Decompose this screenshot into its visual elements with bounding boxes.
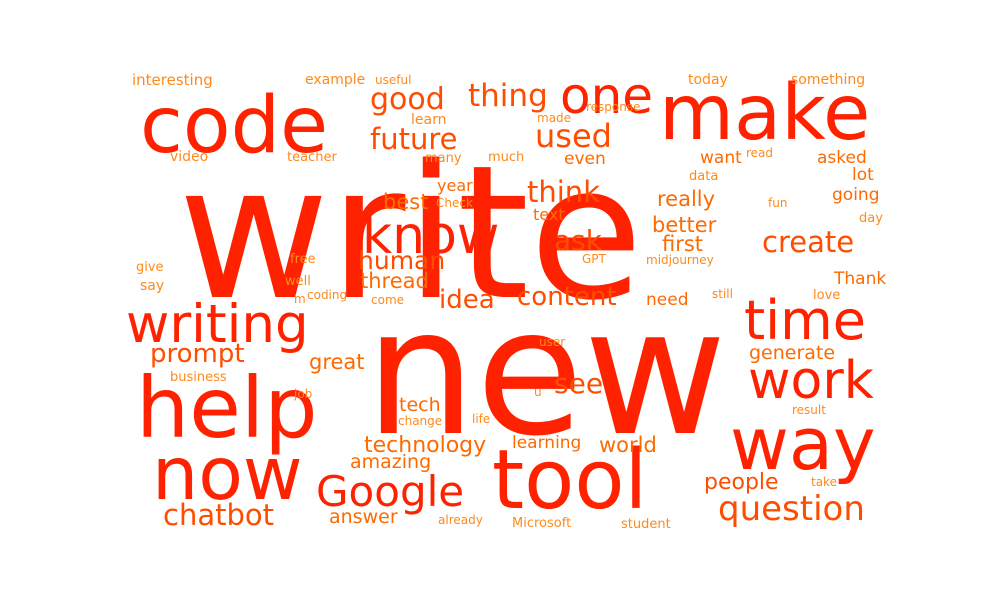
word-world: world: [599, 433, 657, 457]
word-response: response: [586, 100, 641, 114]
word-today: today: [688, 72, 728, 88]
word-answer: answer: [329, 506, 398, 528]
word-prompt: prompt: [150, 339, 245, 369]
word-google: Google: [316, 467, 464, 516]
word-lot: lot: [852, 165, 874, 185]
word-think: think: [527, 175, 600, 209]
word-writing: writing: [126, 294, 309, 355]
word-question: question: [718, 489, 865, 529]
word-tech: tech: [399, 394, 441, 416]
word-something: something: [791, 72, 865, 88]
word-now: now: [152, 432, 303, 517]
word-interesting: interesting: [132, 71, 213, 89]
word-gpt: GPT: [582, 252, 607, 266]
word-teacher: teacher: [287, 150, 337, 165]
word-work: work: [748, 351, 874, 411]
word-used: used: [535, 117, 612, 155]
word-user: user: [539, 335, 565, 349]
word-help: help: [136, 359, 318, 457]
word-fun: fun: [768, 196, 787, 210]
word-better: better: [652, 213, 717, 237]
word-read: read: [746, 146, 773, 160]
word-much: much: [488, 150, 524, 165]
word-coding: coding: [307, 288, 347, 302]
word-love: love: [813, 288, 840, 303]
word-learning: learning: [512, 433, 581, 453]
word-many: many: [425, 151, 462, 166]
word-write: write: [178, 125, 643, 341]
word-future: future: [370, 122, 457, 156]
word-day: day: [859, 211, 883, 226]
word-ask: ask: [554, 224, 603, 257]
word-know: know: [362, 206, 499, 266]
word-way: way: [730, 402, 876, 486]
word-thing: thing: [468, 78, 548, 114]
word-come: come: [371, 293, 404, 307]
word-already: already: [438, 513, 483, 527]
word-time: time: [744, 289, 866, 352]
word-job: job: [293, 387, 312, 401]
word-well: well: [285, 274, 311, 289]
word-give: give: [136, 260, 164, 275]
word-thread: thread: [360, 269, 429, 293]
word-idea: idea: [439, 285, 495, 315]
word-really: really: [657, 187, 715, 211]
word-year: year: [437, 176, 473, 195]
word-text: text: [533, 205, 565, 224]
word-example: example: [305, 72, 365, 88]
word-change: change: [398, 414, 442, 428]
word-business: business: [170, 370, 227, 385]
word-people: people: [704, 470, 779, 495]
word-generate: generate: [749, 342, 835, 364]
word-still: still: [712, 287, 733, 301]
word-learn: learn: [411, 112, 446, 128]
word-useful: useful: [375, 73, 411, 87]
word-make: make: [659, 69, 870, 158]
word-human: human: [358, 246, 445, 275]
word-one: one: [560, 67, 653, 125]
word-new: new: [365, 272, 727, 475]
word-take: take: [811, 475, 837, 489]
word-need: need: [646, 290, 688, 310]
word-video: video: [170, 149, 208, 165]
word-see: see: [554, 367, 603, 400]
word-great: great: [309, 350, 365, 374]
word-best: best: [383, 190, 428, 214]
word-even: even: [564, 149, 606, 169]
word-going: going: [832, 185, 879, 205]
word-asked: asked: [817, 148, 867, 168]
word-student: student: [621, 517, 671, 532]
word-tool: tool: [492, 433, 647, 528]
word-midjourney: midjourney: [646, 253, 714, 267]
word-want: want: [700, 148, 742, 168]
word-code: code: [140, 81, 328, 171]
word-microsoft: Microsoft: [512, 516, 571, 531]
word-good: good: [370, 82, 445, 117]
word-free: free: [290, 252, 316, 267]
word-u: u: [534, 385, 542, 399]
word-life: life: [472, 412, 490, 426]
word-technology: technology: [364, 433, 486, 458]
word-content: content: [517, 282, 617, 312]
word-say: say: [140, 278, 164, 294]
word-amazing: amazing: [350, 451, 431, 473]
word-first: first: [662, 232, 703, 256]
word-made: made: [537, 111, 571, 125]
word-m: m: [294, 292, 306, 306]
word-create: create: [762, 225, 854, 259]
word-thank: Thank: [833, 269, 886, 289]
word-result: result: [792, 403, 826, 417]
word-chatbot: chatbot: [163, 498, 274, 532]
word-check: Check: [436, 196, 473, 210]
word-data: data: [689, 169, 718, 184]
